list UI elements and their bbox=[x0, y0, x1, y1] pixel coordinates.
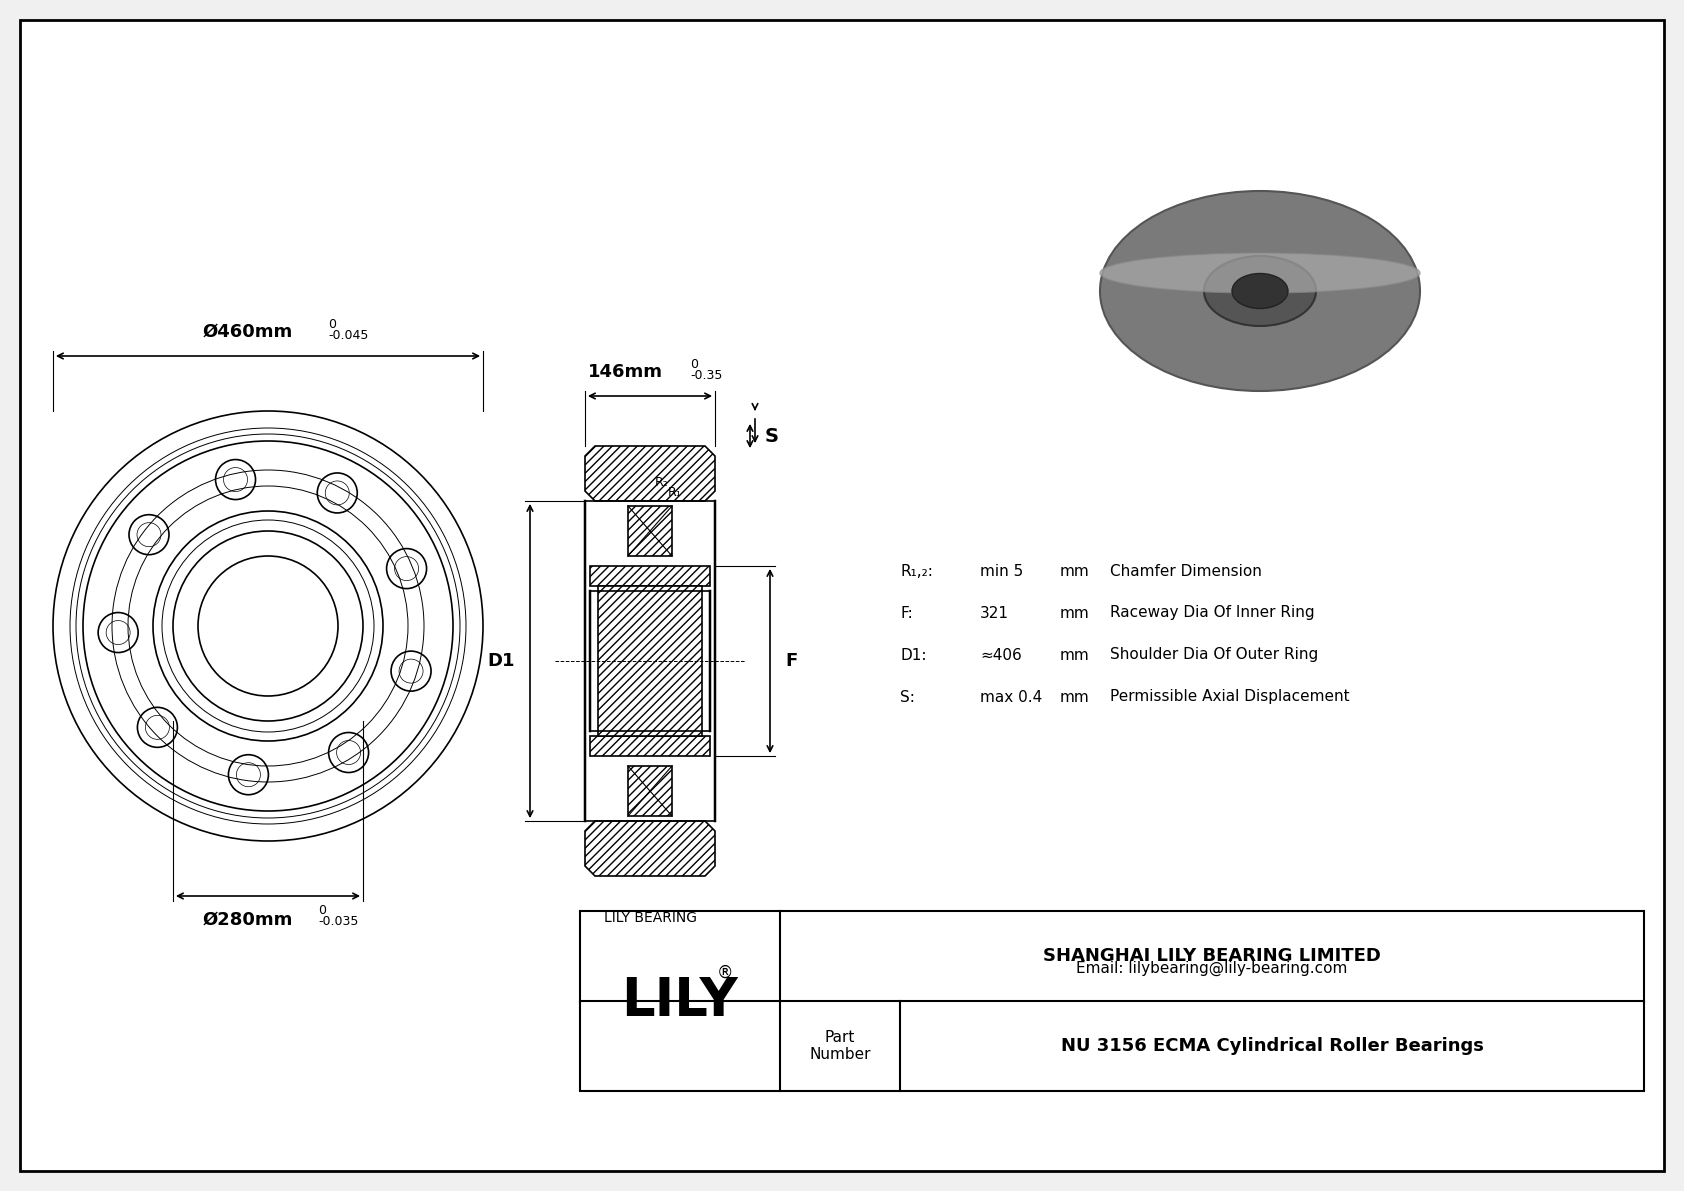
Text: Shoulder Dia Of Outer Ring: Shoulder Dia Of Outer Ring bbox=[1110, 648, 1319, 662]
Text: LILY BEARING: LILY BEARING bbox=[603, 911, 697, 925]
Text: 0: 0 bbox=[690, 358, 697, 372]
Bar bbox=[579, 911, 1644, 1091]
Text: Email: lilybearing@lily-bearing.com: Email: lilybearing@lily-bearing.com bbox=[1076, 960, 1347, 975]
Text: Chamfer Dimension: Chamfer Dimension bbox=[1110, 563, 1261, 579]
Text: mm: mm bbox=[1059, 605, 1090, 621]
Text: 0: 0 bbox=[318, 904, 327, 917]
Text: Ø460mm: Ø460mm bbox=[202, 323, 293, 341]
Text: NU 3156 ECMA Cylindrical Roller Bearings: NU 3156 ECMA Cylindrical Roller Bearings bbox=[1061, 1037, 1484, 1055]
Polygon shape bbox=[598, 586, 702, 736]
Text: -0.35: -0.35 bbox=[690, 369, 722, 382]
Text: Ø280mm: Ø280mm bbox=[202, 911, 293, 929]
Ellipse shape bbox=[1233, 274, 1288, 308]
Text: S: S bbox=[765, 426, 780, 445]
Text: F:: F: bbox=[899, 605, 913, 621]
Ellipse shape bbox=[1204, 256, 1315, 326]
Text: R₁,₂:: R₁,₂: bbox=[899, 563, 933, 579]
Text: D1:: D1: bbox=[899, 648, 926, 662]
Text: Part
Number: Part Number bbox=[810, 1030, 871, 1062]
Text: mm: mm bbox=[1059, 563, 1090, 579]
Text: R₁: R₁ bbox=[669, 486, 682, 499]
Text: mm: mm bbox=[1059, 690, 1090, 705]
Text: -0.035: -0.035 bbox=[318, 915, 359, 928]
Text: LILY: LILY bbox=[621, 975, 738, 1027]
Ellipse shape bbox=[1100, 252, 1420, 293]
Text: SHANGHAI LILY BEARING LIMITED: SHANGHAI LILY BEARING LIMITED bbox=[1042, 947, 1381, 965]
Text: -0.045: -0.045 bbox=[328, 329, 369, 342]
Polygon shape bbox=[584, 821, 716, 877]
Text: S:: S: bbox=[899, 690, 914, 705]
Text: max 0.4: max 0.4 bbox=[980, 690, 1042, 705]
Text: ≈406: ≈406 bbox=[980, 648, 1022, 662]
Ellipse shape bbox=[1100, 191, 1420, 391]
Text: F: F bbox=[785, 651, 797, 671]
Text: ®: ® bbox=[717, 964, 733, 983]
Text: D1: D1 bbox=[487, 651, 515, 671]
Text: Raceway Dia Of Inner Ring: Raceway Dia Of Inner Ring bbox=[1110, 605, 1315, 621]
Text: Permissible Axial Displacement: Permissible Axial Displacement bbox=[1110, 690, 1349, 705]
Polygon shape bbox=[628, 506, 672, 556]
Text: 146mm: 146mm bbox=[588, 363, 662, 381]
Text: 321: 321 bbox=[980, 605, 1009, 621]
Text: 0: 0 bbox=[328, 318, 337, 331]
Polygon shape bbox=[589, 566, 711, 586]
Polygon shape bbox=[589, 736, 711, 756]
Polygon shape bbox=[584, 445, 716, 501]
Polygon shape bbox=[628, 766, 672, 816]
Text: min 5: min 5 bbox=[980, 563, 1024, 579]
Text: mm: mm bbox=[1059, 648, 1090, 662]
Text: R₂: R₂ bbox=[655, 476, 669, 490]
